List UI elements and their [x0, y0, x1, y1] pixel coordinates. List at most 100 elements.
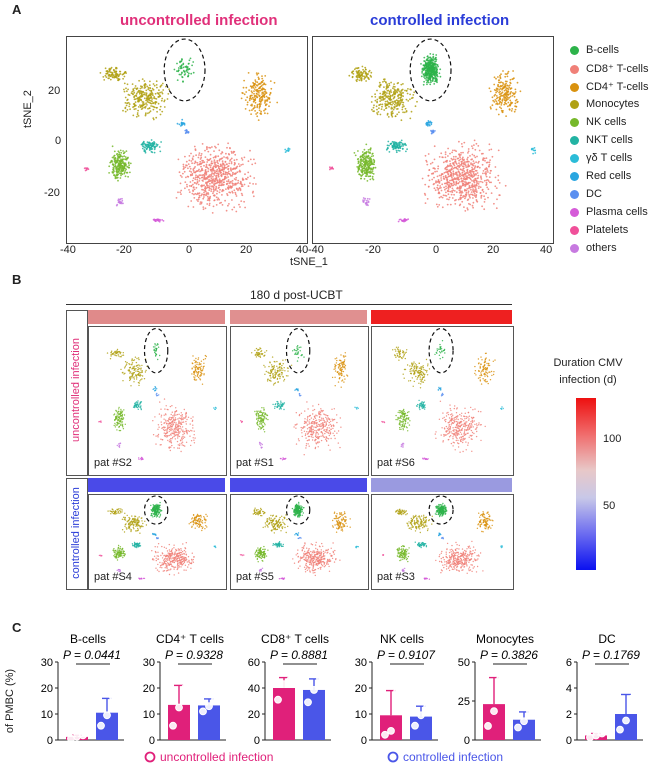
pat-label-s4: pat #S4: [94, 571, 132, 583]
bar-chart-1: CD4⁺ T cells P = 0.9328 0 10 20 30: [143, 632, 226, 747]
data-point: [316, 675, 324, 683]
legend-dot: [570, 64, 579, 74]
bar: [273, 688, 295, 740]
legend-item-8: DC: [570, 188, 602, 206]
y-tick-label: 0: [47, 735, 53, 747]
y-tick-label: 4: [566, 683, 572, 695]
data-point: [490, 707, 498, 716]
data-point: [526, 708, 534, 716]
tsne-pat-s5: [230, 494, 369, 590]
row-label-box-controlled: controlled infection: [66, 478, 88, 590]
tsne-pat-s6: [371, 326, 514, 476]
legend-marker: [387, 751, 399, 763]
b-cell-outline: [428, 327, 454, 374]
tsne-pat-s2: [88, 326, 227, 476]
data-point: [496, 675, 504, 684]
data-point: [169, 721, 177, 730]
y-tick-label: 10: [355, 709, 367, 721]
chart-title: B-cells: [70, 632, 106, 646]
pat-label-s3: pat #S3: [377, 571, 415, 583]
duration-bar-s3: [371, 478, 512, 492]
legend-label: Monocytes: [586, 98, 640, 110]
tsne-points: [83, 57, 291, 223]
data-point: [181, 684, 189, 692]
y-tick-label: 30: [143, 657, 155, 669]
legend-label: Red cells: [586, 170, 632, 182]
pat-label-s6: pat #S6: [377, 457, 415, 469]
legend-label: others: [586, 242, 617, 254]
timepoint-line: [66, 304, 512, 305]
p-value: P = 0.9107: [377, 648, 436, 662]
bar-chart-2: CD8⁺ T cells P = 0.8881 0 20 40 60: [248, 632, 331, 747]
b-cell-outline: [143, 327, 169, 374]
legend-marker: [144, 751, 156, 763]
y-tick-label: 10: [41, 709, 53, 721]
legend-dot: [570, 171, 579, 181]
chart-title: CD4⁺ T cells: [156, 632, 224, 646]
duration-colorbar: [576, 398, 596, 570]
legend-item-7: Red cells: [570, 170, 631, 188]
tsne-pat-s6-scatter: [381, 327, 504, 461]
tsne-pat-s1-scatter: [240, 327, 359, 461]
legend-label: CD8⁺ T-cells: [586, 63, 649, 75]
y-tick-label: 0: [361, 735, 367, 747]
colorbar-tick-50: 50: [603, 500, 616, 512]
bar-chart-5: DC P = 0.1769 0 2 4 6: [566, 632, 643, 747]
data-point: [205, 702, 213, 711]
data-point: [520, 717, 528, 726]
duration-bar-s6: [371, 310, 512, 324]
b-cell-outline: [163, 38, 206, 102]
legend-dot: [570, 225, 579, 235]
data-point: [417, 711, 425, 720]
legend-item-1: CD8⁺ T-cells: [570, 62, 648, 80]
y-tick-0: 0: [55, 135, 62, 147]
group-legend-label: controlled infection: [403, 750, 503, 764]
p-value: P = 0.8881: [270, 648, 328, 662]
y-tick-label: 6: [566, 657, 572, 669]
data-point: [411, 721, 419, 730]
legend-dot: [570, 45, 579, 55]
data-point: [199, 707, 207, 716]
data-point: [304, 698, 312, 707]
x-tick-40-left: 40: [296, 244, 309, 256]
chart-title: NK cells: [380, 632, 424, 646]
legend-dot: [570, 135, 579, 145]
y-tick-label: 50: [458, 657, 470, 669]
legend-item-3: Monocytes: [570, 98, 639, 116]
bar: [615, 714, 637, 740]
panel-letter-a: A: [12, 2, 22, 17]
uncontrolled-title: uncontrolled infection: [120, 12, 278, 29]
tsne-points: [239, 501, 359, 580]
panel-letter-b: B: [12, 272, 22, 287]
x-tick-minus40-right: -40: [308, 244, 324, 256]
data-point: [280, 680, 288, 688]
y-tick-label: 60: [248, 657, 260, 669]
data-point: [484, 722, 492, 730]
data-point: [274, 695, 282, 704]
x-tick-20-left: 20: [240, 244, 253, 256]
data-point: [109, 693, 117, 701]
tsne-pat-s4: [88, 494, 227, 590]
b-cell-outline: [285, 495, 311, 525]
data-point: [423, 703, 431, 712]
y-tick-label: 10: [143, 709, 155, 721]
y-tick-label: 20: [248, 709, 260, 721]
y-axis-label: tSNE_2: [22, 90, 34, 128]
pat-label-s5: pat #S5: [236, 571, 274, 583]
x-tick-minus20-right: -20: [365, 244, 381, 256]
bar: [303, 689, 325, 740]
b-cell-outline: [143, 495, 169, 525]
b-cell-outline: [428, 495, 454, 525]
tsne-pat-s2-scatter: [98, 327, 217, 461]
tsne-pat-s1: [230, 326, 369, 476]
data-point: [628, 694, 636, 703]
legend-dot: [570, 243, 579, 253]
data-point: [598, 729, 606, 738]
duration-bar-s4: [88, 478, 225, 492]
tsne-points: [382, 502, 504, 580]
x-tick-minus40-left: -40: [60, 244, 76, 256]
tsne-pat-s3: [371, 494, 514, 590]
panel-letter-c: C: [12, 620, 22, 635]
group-legend-label: uncontrolled infection: [160, 750, 273, 764]
data-point: [175, 703, 183, 712]
